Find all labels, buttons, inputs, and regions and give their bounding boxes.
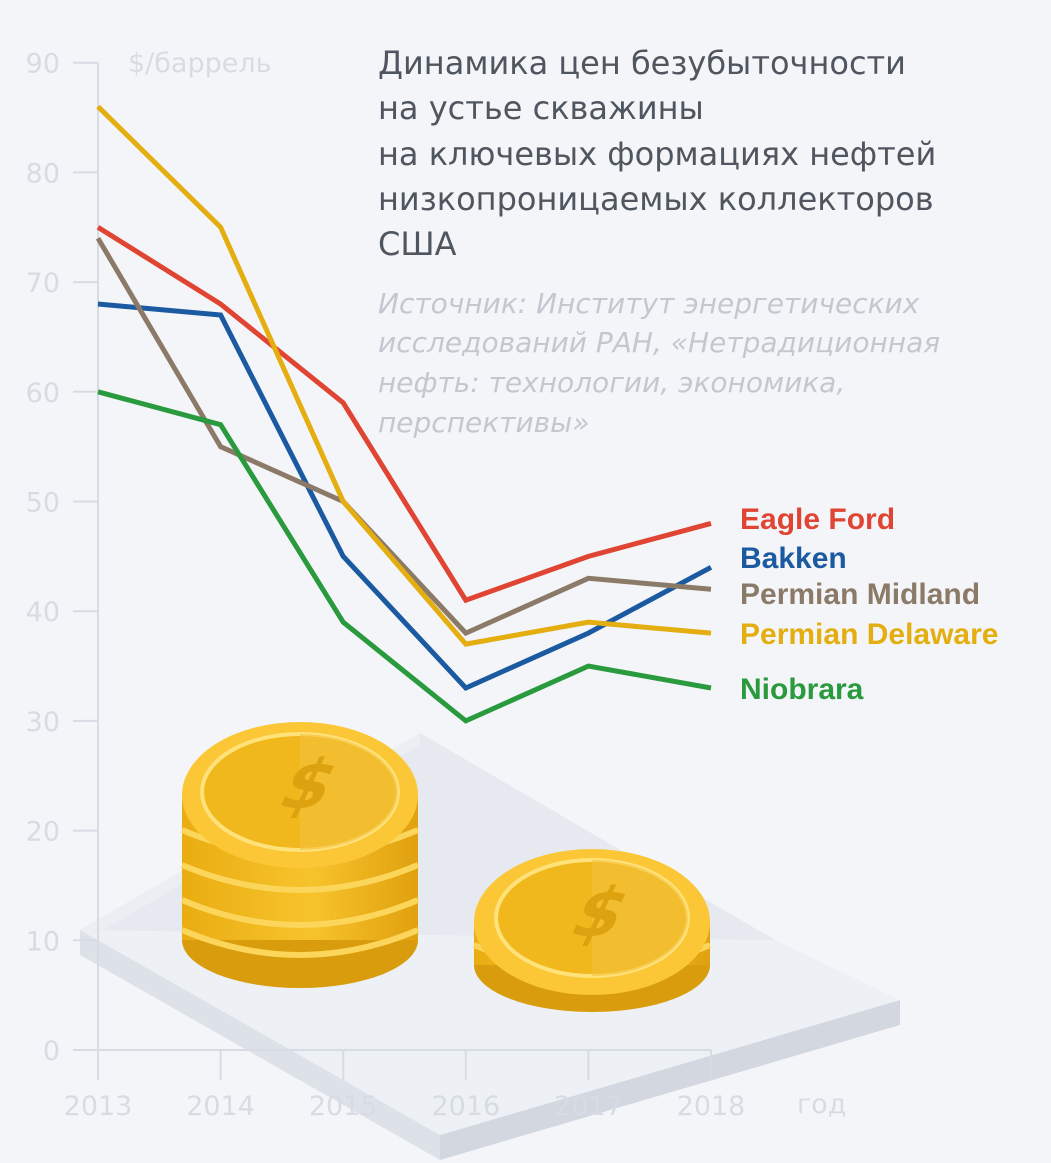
x-tick-label: 2015 xyxy=(309,1091,378,1122)
y-tick-label: 80 xyxy=(26,158,60,189)
y-tick-label: 10 xyxy=(26,926,60,957)
x-tick-label: 2017 xyxy=(554,1091,623,1122)
y-axis-unit-label: $/баррель xyxy=(128,48,272,79)
y-tick-label: 60 xyxy=(26,378,60,409)
x-tick-label: 2016 xyxy=(431,1091,500,1122)
y-tick-label: 0 xyxy=(43,1036,60,1067)
coin-stack-small-illustration: $ xyxy=(472,849,712,1012)
series-line-eagle-ford xyxy=(96,225,712,604)
title-line-1: Динамика цен безубыточности xyxy=(378,44,906,82)
series-line-bakken xyxy=(97,301,713,692)
y-tick-label: 30 xyxy=(26,707,60,738)
title-line-4: низкопроницаемых коллекторов xyxy=(378,180,934,218)
y-tick-label: 70 xyxy=(26,268,60,299)
y-tick-label: 40 xyxy=(26,597,60,628)
y-tick-label: 90 xyxy=(26,49,60,80)
source-line-4: перспективы» xyxy=(378,406,590,439)
x-tick-label: 2014 xyxy=(186,1091,255,1122)
source-line-3: нефть: технологии, экономика, xyxy=(378,366,845,399)
source-line-2: исследований РАН, «Нетрадиционная xyxy=(378,326,940,359)
series-layer xyxy=(95,104,713,724)
title-line-2: на устье скважины xyxy=(378,89,704,127)
legend-item-eagle-ford: Eagle Ford xyxy=(740,503,895,536)
title-line-5: США xyxy=(378,225,457,263)
coin-stack-large-illustration: $ xyxy=(180,722,420,988)
source-note: Источник: Институт энергетических исслед… xyxy=(378,287,940,439)
legend-item-permian-delaware: Permian Delaware xyxy=(740,618,998,651)
y-tick-label: 20 xyxy=(26,817,60,848)
legend-item-bakken: Bakken xyxy=(740,542,847,575)
chart-title: Динамика цен безубыточности на устье скв… xyxy=(378,44,936,263)
y-tick-label: 50 xyxy=(26,488,60,519)
legend-item-permian-midland: Permian Midland xyxy=(740,578,980,611)
x-tick-label: 2018 xyxy=(677,1091,746,1122)
series-line-permian-delaware xyxy=(96,104,712,647)
x-axis-label: год xyxy=(797,1089,846,1120)
x-tick-label: 2013 xyxy=(64,1091,133,1122)
series-line-permian-midland xyxy=(95,236,712,637)
series-line-niobrara xyxy=(97,389,712,724)
title-line-3: на ключевых формациях нефтей xyxy=(378,135,936,173)
legend-item-niobrara: Niobrara xyxy=(740,673,864,706)
source-line-1: Источник: Институт энергетических xyxy=(378,287,920,320)
